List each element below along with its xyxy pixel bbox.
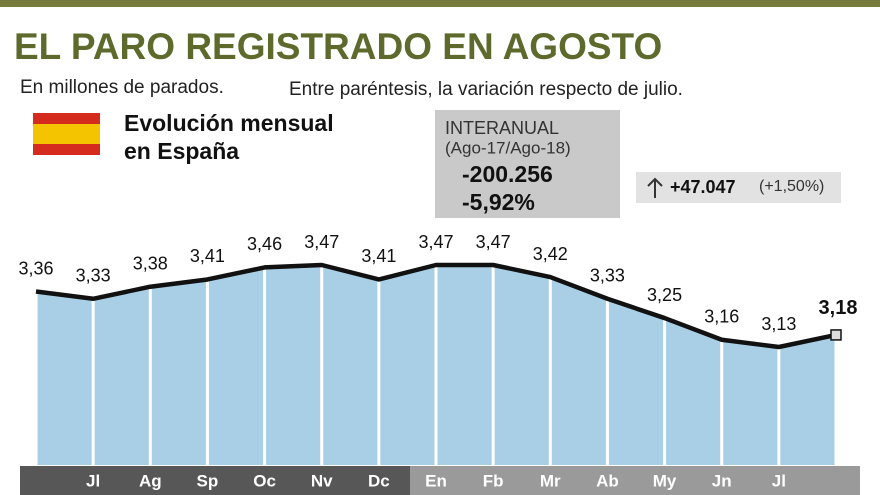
- x-tick-label: Oc: [253, 471, 276, 490]
- interanual-absolute: -200.256: [462, 161, 553, 187]
- flag: [33, 113, 100, 155]
- interanual-title: INTERANUAL: [445, 118, 559, 138]
- data-label: 3,25: [647, 285, 682, 305]
- monthly-absolute: +47.047: [670, 177, 736, 197]
- x-tick-label: Jl: [86, 471, 100, 490]
- x-tick-label: Sp: [197, 471, 219, 490]
- x-tick-label: Ag: [139, 471, 162, 490]
- data-label: 3,47: [304, 232, 339, 252]
- interanual-period: (Ago-17/Ago-18): [445, 138, 571, 157]
- data-label: 3,33: [76, 266, 111, 286]
- subtitle: En millones de parados.: [20, 77, 224, 98]
- x-tick-label: Jn: [712, 471, 732, 490]
- interanual-percent: -5,92%: [462, 189, 535, 215]
- data-label: 3,46: [247, 234, 282, 254]
- up-arrow-icon: [647, 177, 663, 198]
- x-tick-label: Dc: [368, 471, 390, 490]
- data-label: 3,47: [418, 232, 453, 252]
- note: Entre paréntesis, la variación respecto …: [289, 79, 683, 100]
- axis-band: [410, 466, 860, 495]
- monthly-percent: (+1,50%): [759, 178, 824, 195]
- x-tick-label: Nv: [311, 471, 333, 490]
- line: [35, 262, 837, 350]
- data-label: 3,38: [133, 253, 168, 273]
- data-label: 3,47: [476, 232, 511, 252]
- data-label: 3,36: [18, 258, 53, 278]
- top-rule: [0, 0, 880, 7]
- monthly-badge: [636, 172, 841, 203]
- x-tick-label: Mr: [540, 471, 561, 490]
- data-label: 3,13: [761, 314, 796, 334]
- data-label: 3,41: [361, 246, 396, 266]
- x-tick-label: En: [425, 471, 447, 490]
- title: EL PARO REGISTRADO EN AGOSTO: [14, 26, 662, 67]
- legend-title: en España: [124, 138, 239, 164]
- interanual-box: [435, 110, 620, 218]
- x-tick-label: My: [653, 471, 677, 490]
- legend-title: Evolución mensual: [124, 110, 334, 136]
- data-label: 3,16: [704, 307, 739, 327]
- data-label: 3,42: [533, 244, 568, 264]
- data-label: 3,18: [819, 297, 858, 319]
- last-point: [830, 329, 842, 341]
- data-label: 3,33: [590, 266, 625, 286]
- x-tick-label: Ab: [596, 471, 619, 490]
- x-tick-label: Jl: [772, 471, 786, 490]
- x-tick-label: Fb: [483, 471, 504, 490]
- axis-band: [20, 466, 410, 495]
- data-label: 3,41: [190, 246, 225, 266]
